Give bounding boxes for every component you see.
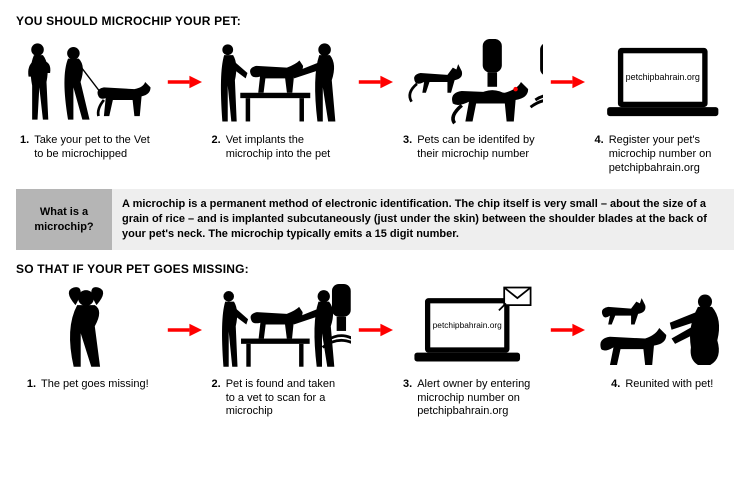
step-num: 3. <box>403 134 412 162</box>
illus-owner-walking-dog-icon <box>16 36 160 128</box>
step-caption: Register your pet's microchip number on … <box>609 134 730 175</box>
laptop-url: petchipbahrain.org <box>433 320 502 330</box>
step-num: 1. <box>20 134 29 162</box>
step1-2: 2.Vet implants the microchip into the pe… <box>208 36 352 162</box>
step-caption: Take your pet to the Vet to be microchip… <box>34 134 155 162</box>
illus-pets-scanned-icon <box>399 36 543 128</box>
step2-1: 1. The pet goes missing! <box>16 284 160 392</box>
step-num: 1. <box>27 378 36 392</box>
step-num: 4. <box>595 134 604 175</box>
step1-4: petchipbahrain.org 4.Register your pet's… <box>591 36 735 175</box>
step-caption: Pet is found and taken to a vet to scan … <box>226 378 347 419</box>
arrow-icon <box>549 284 585 376</box>
step-caption: Reunited with pet! <box>625 378 713 392</box>
section2-row: 1. The pet goes missing! <box>16 284 734 419</box>
step-num: 4. <box>611 378 620 392</box>
laptop-url: petchipbahrain.org <box>625 72 699 82</box>
step1-3: 3.Pets can be identifed by their microch… <box>399 36 543 162</box>
arrow-icon <box>166 284 202 376</box>
info-question: What is a microchip? <box>16 189 112 250</box>
step2-4: 4. Reunited with pet! <box>591 284 735 392</box>
illus-vet-implant-icon <box>208 36 352 128</box>
step-num: 3. <box>403 378 412 419</box>
step-num: 2. <box>212 378 221 419</box>
step1-1: 1.Take your pet to the Vet to be microch… <box>16 36 160 162</box>
section1-row: 1.Take your pet to the Vet to be microch… <box>16 36 734 175</box>
arrow-icon <box>549 36 585 128</box>
step-caption: Alert owner by entering microchip number… <box>417 378 538 419</box>
step2-3: petchipbahrain.org 3.Alert owner by ente… <box>399 284 543 419</box>
info-box: What is a microchip? A microchip is a pe… <box>16 189 734 250</box>
arrow-icon <box>357 36 393 128</box>
illus-laptop-register-icon: petchipbahrain.org <box>591 36 735 128</box>
illus-reunited-icon <box>591 284 735 372</box>
arrow-icon <box>166 36 202 128</box>
step-num: 2. <box>212 134 221 162</box>
info-answer: A microchip is a permanent method of ele… <box>112 189 734 250</box>
arrow-icon <box>357 284 393 376</box>
step-caption: The pet goes missing! <box>41 378 149 392</box>
step-caption: Vet implants the microchip into the pet <box>226 134 347 162</box>
step-caption: Pets can be identifed by their microchip… <box>417 134 538 162</box>
section2-title: SO THAT IF YOUR PET GOES MISSING: <box>16 262 734 276</box>
step2-2: 2.Pet is found and taken to a vet to sca… <box>208 284 352 419</box>
illus-worried-owner-icon <box>16 284 160 372</box>
illus-laptop-alert-icon: petchipbahrain.org <box>399 284 543 372</box>
illus-vet-scan-icon <box>208 284 352 372</box>
section1-title: YOU SHOULD MICROCHIP YOUR PET: <box>16 14 734 28</box>
